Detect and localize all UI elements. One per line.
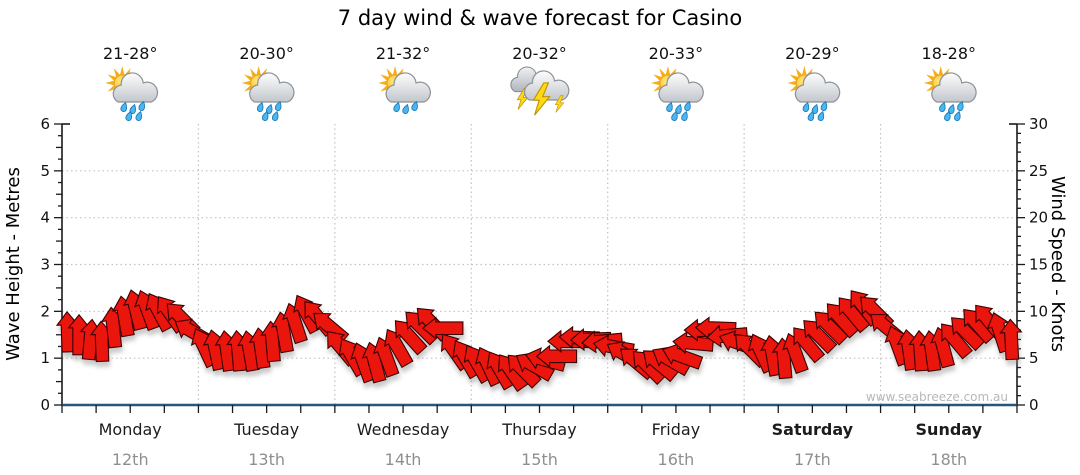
date-label: 15th xyxy=(521,450,558,469)
date-label: 13th xyxy=(248,450,286,469)
wind-axis-tick-label: 10 xyxy=(1029,302,1048,320)
wave-axis-tick-label: 0 xyxy=(40,396,50,414)
wind-arrow xyxy=(535,344,578,368)
wind-arrow xyxy=(672,331,715,355)
wave-axis-tick-label: 6 xyxy=(40,115,50,133)
temp-label: 20-30° xyxy=(239,44,294,63)
left-axis-title: Wave Height - Metres xyxy=(3,167,24,361)
wind-arrow-series xyxy=(55,289,1023,393)
day-label: Friday xyxy=(651,420,701,439)
temp-label: 21-28° xyxy=(102,44,158,63)
date-label: 17th xyxy=(793,450,831,469)
right-axis-title: Wind Speed - Knots xyxy=(1047,176,1068,352)
wave-axis-tick-label: 2 xyxy=(40,302,50,320)
sun-cloud-rain-icon xyxy=(650,66,704,122)
wind-arrow xyxy=(422,316,464,340)
temp-label: 20-29° xyxy=(785,44,840,63)
day-label: Thursday xyxy=(502,420,577,439)
sun-cloud-rain-icon xyxy=(923,66,977,122)
temp-label: 20-32° xyxy=(512,44,567,63)
wind-axis-tick-label: 20 xyxy=(1029,209,1048,227)
wind-axis-tick-label: 5 xyxy=(1029,349,1039,367)
day-label: Sunday xyxy=(915,420,983,439)
day-label: Monday xyxy=(98,420,162,439)
thunderstorm-icon xyxy=(510,66,570,116)
wave-axis-tick-label: 3 xyxy=(40,256,50,274)
date-label: 14th xyxy=(384,450,422,469)
page-title: 7 day wind & wave forecast for Casino xyxy=(337,6,743,30)
date-label: 18th xyxy=(930,450,968,469)
wind-axis-tick-label: 15 xyxy=(1029,256,1048,274)
wind-axis-tick-label: 30 xyxy=(1029,115,1048,133)
wave-axis-tick-label: 5 xyxy=(40,162,50,180)
temp-label: 20-33° xyxy=(648,44,704,63)
wave-axis-tick-label: 1 xyxy=(40,349,50,367)
sun-cloud-rain-icon xyxy=(787,66,841,122)
date-label: 12th xyxy=(111,450,149,469)
day-label: Wednesday xyxy=(356,420,450,439)
watermark: www.seabreeze.com.au xyxy=(866,390,1008,404)
sun-cloud-light-rain-icon xyxy=(378,66,431,115)
date-label: 16th xyxy=(657,450,695,469)
temp-label: 21-32° xyxy=(375,44,431,63)
wind-axis-tick-label: 0 xyxy=(1029,396,1039,414)
sun-cloud-rain-icon xyxy=(241,66,295,122)
wind-arrow xyxy=(999,318,1023,361)
wave-axis-tick-label: 4 xyxy=(40,209,50,227)
day-label: Tuesday xyxy=(234,420,300,439)
sun-cloud-rain-icon xyxy=(105,66,159,122)
temp-label: 18-28° xyxy=(921,44,977,63)
day-label: Saturday xyxy=(771,420,854,439)
wind-axis-tick-label: 25 xyxy=(1029,162,1048,180)
